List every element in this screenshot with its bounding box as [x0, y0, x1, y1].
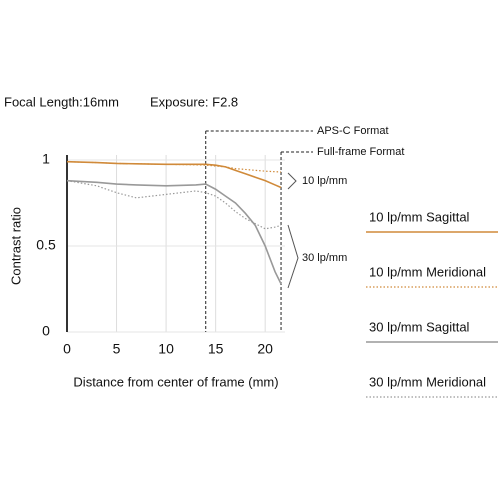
- series-line: [66, 179, 282, 285]
- y-axis-label: Contrast ratio: [8, 207, 23, 285]
- bracket: [287, 172, 297, 190]
- series-line: [66, 161, 282, 173]
- legend-label: 30 lp/mm Sagittal: [369, 319, 470, 334]
- focal-length: Focal Length:16mm: [4, 94, 119, 109]
- x-tick-label: 20: [257, 341, 273, 357]
- legend-label: 10 lp/mm Meridional: [369, 264, 486, 279]
- exposure: Exposure: F2.8: [150, 94, 238, 109]
- group-label: 30 lp/mm: [302, 252, 347, 264]
- y-tick-label: 0.5: [36, 237, 56, 253]
- series-line: [66, 160, 282, 189]
- format-label: APS-C Format: [317, 125, 389, 137]
- y-tick-label: 0: [42, 323, 50, 339]
- x-tick-label: 5: [113, 341, 121, 357]
- legend-label: 10 lp/mm Sagittal: [369, 209, 470, 224]
- x-tick-label: 10: [158, 341, 174, 357]
- x-tick-label: 0: [63, 341, 71, 357]
- legend-label: 30 lp/mm Meridional: [369, 374, 486, 389]
- x-tick-label: 15: [208, 341, 224, 357]
- format-label: Full-frame Format: [317, 146, 404, 158]
- series-line: [66, 180, 282, 230]
- x-axis-label: Distance from center of frame (mm): [73, 374, 278, 389]
- bracket: [287, 224, 299, 289]
- group-label: 10 lp/mm: [302, 175, 347, 187]
- y-tick-label: 1: [42, 151, 50, 167]
